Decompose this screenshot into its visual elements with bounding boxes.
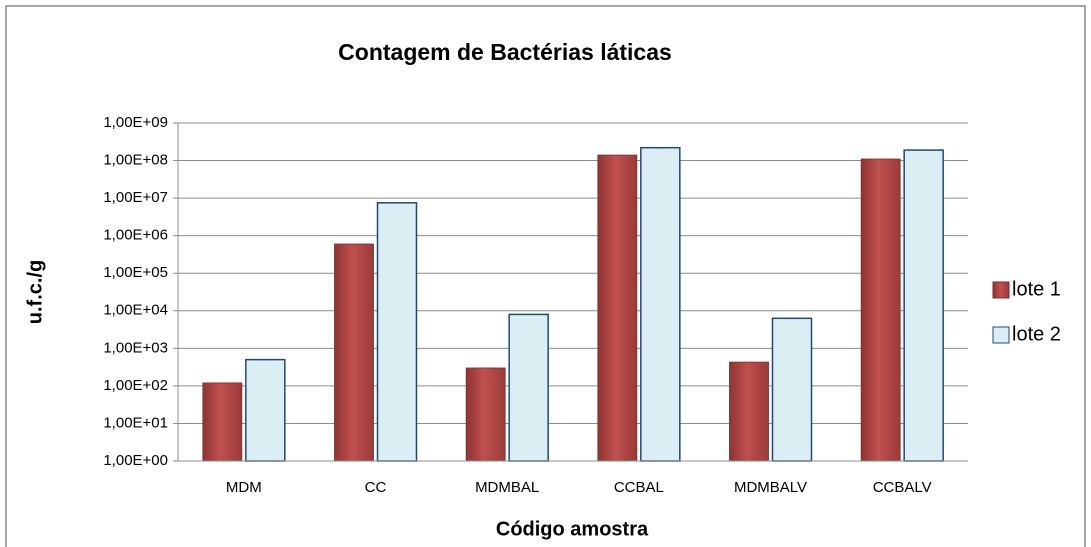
- x-tick-label: CCBALV: [873, 479, 932, 496]
- bar: [245, 358, 286, 462]
- bar: [508, 313, 549, 462]
- y-axis-title: u.f.c./g: [24, 260, 46, 324]
- bar: [860, 158, 901, 462]
- y-tick-label: 1,00E+04: [103, 302, 168, 319]
- bar: [202, 382, 243, 462]
- x-tick-label: CCBAL: [614, 479, 664, 496]
- y-tick-label: 1,00E+03: [103, 339, 168, 356]
- y-tick-label: 1,00E+01: [103, 414, 168, 431]
- bar: [334, 243, 374, 462]
- legend-swatch: [992, 281, 1010, 299]
- x-axis-title: Código amostra: [496, 518, 649, 540]
- y-tick-label: 1,00E+08: [103, 152, 168, 169]
- bar: [903, 149, 944, 462]
- x-tick-label: CC: [365, 479, 387, 496]
- y-tick-label: 1,00E+05: [103, 264, 168, 281]
- y-tick-label: 1,00E+09: [103, 114, 168, 131]
- legend-label: lote 1: [1012, 278, 1061, 300]
- bar: [640, 146, 681, 462]
- chart-title: Contagem de Bactérias láticas: [338, 39, 672, 65]
- y-tick-label: 1,00E+07: [103, 189, 168, 206]
- x-tick-label: MDM: [226, 479, 262, 496]
- legend-label: lote 2: [1012, 323, 1061, 345]
- y-tick-label: 1,00E+02: [103, 377, 168, 394]
- y-tick-label: 1,00E+06: [103, 227, 168, 244]
- x-tick-label: MDMBAL: [475, 479, 539, 496]
- bar: [729, 361, 769, 462]
- bar: [771, 317, 813, 462]
- bar: [376, 202, 418, 462]
- bar: [597, 154, 638, 462]
- x-tick-label: MDMBALV: [734, 479, 807, 496]
- y-tick-label: 1,00E+00: [103, 452, 168, 469]
- bar: [465, 367, 506, 462]
- legend-swatch: [992, 326, 1010, 344]
